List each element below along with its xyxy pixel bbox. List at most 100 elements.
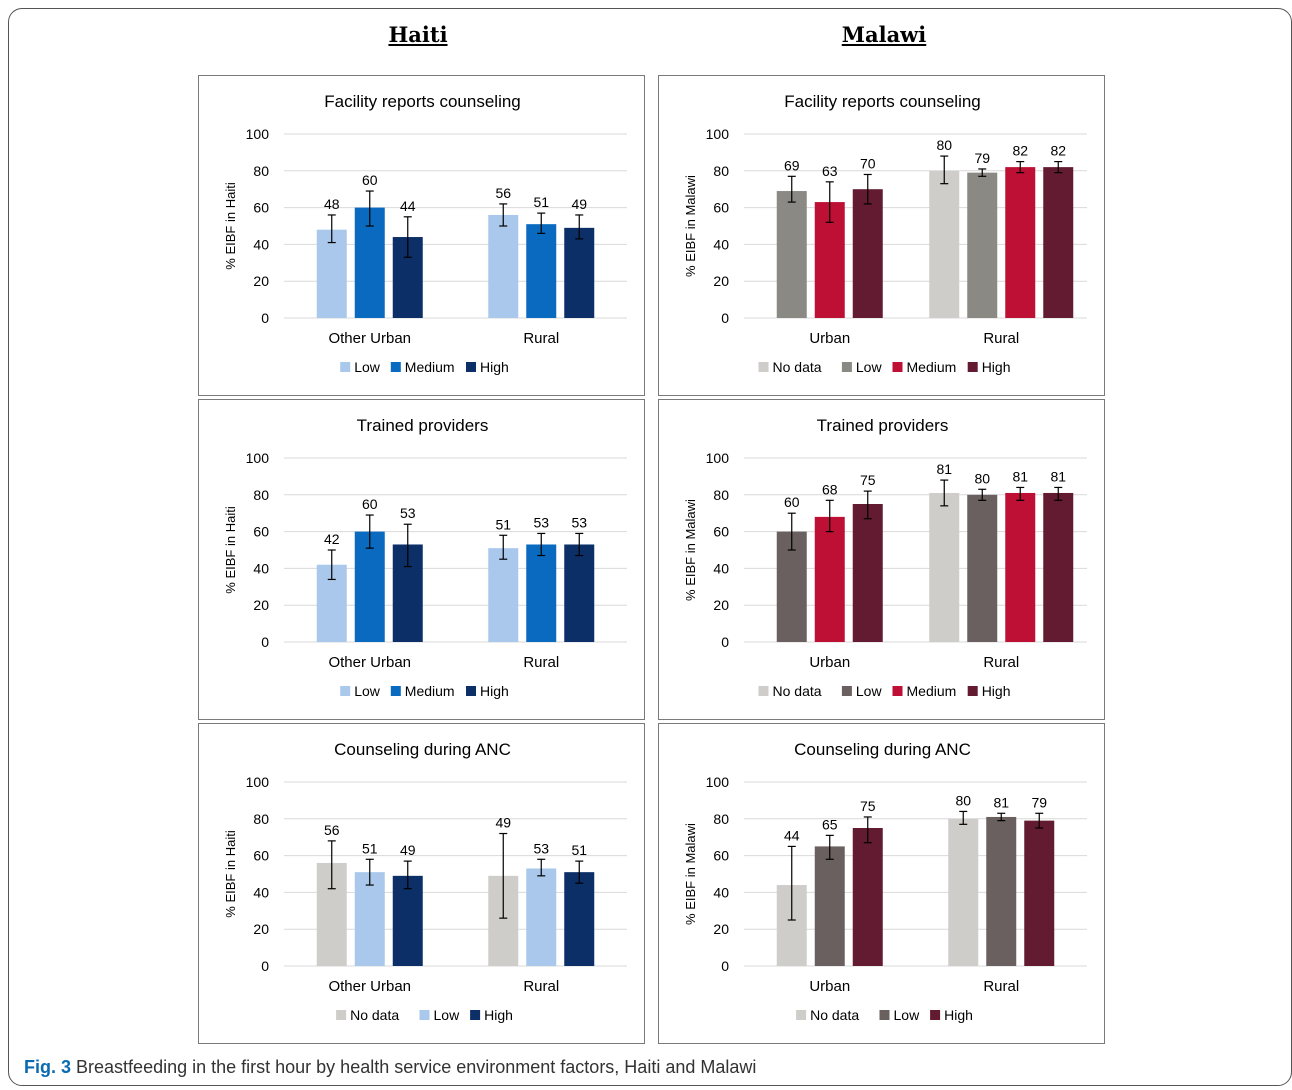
y-tick-label: 80 <box>253 163 269 179</box>
bar-low-rural <box>488 548 519 642</box>
data-label: 70 <box>860 155 876 171</box>
chart-panel-malawi-anc-counseling: Counseling during ANC 0 20 40 60 80 100 % EIBF … <box>658 723 1105 1044</box>
legend-swatch-low <box>340 686 351 696</box>
chart-title: Trained providers <box>817 416 949 435</box>
data-label: 81 <box>993 794 1009 810</box>
legend-label: High <box>480 683 509 699</box>
bar-no-data-rural <box>948 818 979 966</box>
x-category-label: Rural <box>523 654 559 671</box>
y-tick-label: 20 <box>713 597 729 613</box>
bar-high-other-urban <box>392 875 423 966</box>
bar-no-data-rural <box>929 492 960 642</box>
chart-svg: Facility reports counseling 0 20 40 60 80 100%… <box>683 92 1087 375</box>
y-tick-label: 0 <box>261 310 269 326</box>
data-label: 60 <box>784 494 800 510</box>
y-tick-label: 20 <box>253 921 269 937</box>
chart-svg: Facility reports counseling 0 20 40 60 80 100%… <box>223 92 627 375</box>
y-axis-label: % EIBF in Malawi <box>683 823 698 925</box>
legend-label: Low <box>856 683 883 699</box>
bar-low-urban <box>776 191 807 318</box>
bar-medium-urban <box>814 516 845 642</box>
y-tick-label: 0 <box>261 958 269 974</box>
data-label: 53 <box>571 514 587 530</box>
data-label: 56 <box>324 822 340 838</box>
data-label: 69 <box>784 157 800 173</box>
legend-swatch-high <box>466 686 476 696</box>
legend-label: Medium <box>907 359 957 375</box>
data-label: 75 <box>860 798 876 814</box>
y-tick-label: 20 <box>713 921 729 937</box>
y-tick-label: 60 <box>713 848 729 864</box>
y-tick-label: 100 <box>246 450 270 466</box>
legend-swatch-no-data <box>758 686 769 696</box>
chart-title: Facility reports counseling <box>784 92 981 111</box>
y-tick-label: 0 <box>721 958 729 974</box>
y-tick-label: 40 <box>253 236 269 252</box>
y-tick-label: 80 <box>253 811 269 827</box>
y-tick-label: 60 <box>253 848 269 864</box>
bar-low-rural <box>967 494 998 642</box>
column-title-haiti: Haiti <box>388 22 448 47</box>
x-category-label: Rural <box>983 330 1019 347</box>
bar-medium-rural <box>526 224 557 318</box>
y-tick-label: 100 <box>706 774 730 790</box>
data-label: 75 <box>860 472 876 488</box>
legend-swatch-no-data <box>796 1010 807 1020</box>
legend-swatch-medium <box>390 362 401 372</box>
data-label: 60 <box>362 172 378 188</box>
chart-title: Facility reports counseling <box>324 92 521 111</box>
caption-label: Fig. 3 <box>24 1057 72 1077</box>
data-label: 81 <box>1012 468 1028 484</box>
legend-swatch-medium <box>892 362 903 372</box>
data-label: 60 <box>362 496 378 512</box>
legend-label: High <box>944 1007 973 1023</box>
y-axis-label: % EIBF in Malawi <box>683 175 698 277</box>
y-axis-label: % EIBF in Haiti <box>223 182 238 270</box>
legend-label: Medium <box>907 683 957 699</box>
y-tick-label: 80 <box>713 163 729 179</box>
bar-high-rural <box>1043 492 1074 642</box>
x-category-label: Rural <box>523 978 559 995</box>
bar-medium-rural <box>1005 167 1036 318</box>
legend-label: No data <box>773 683 822 699</box>
data-label: 51 <box>362 840 378 856</box>
legend-label: No data <box>773 359 822 375</box>
legend-swatch-low <box>419 1010 430 1020</box>
y-tick-label: 60 <box>253 524 269 540</box>
chart-panel-haiti-facility-counseling: Facility reports counseling 0 20 40 60 80 100%… <box>198 75 645 396</box>
legend-label: Low <box>354 359 381 375</box>
chart-svg: Counseling during ANC 0 20 40 60 80 100 % EIBF … <box>223 740 627 1023</box>
legend-label: High <box>982 683 1011 699</box>
bar-medium-rural <box>1005 492 1036 642</box>
bar-low-rural <box>488 214 519 318</box>
x-category-label: Rural <box>983 978 1019 995</box>
legend-label: Medium <box>405 359 455 375</box>
y-tick-label: 40 <box>713 560 729 576</box>
data-label: 79 <box>1031 794 1047 810</box>
legend-label: No data <box>810 1007 859 1023</box>
y-tick-label: 80 <box>713 811 729 827</box>
data-label: 79 <box>974 150 990 166</box>
y-tick-label: 20 <box>253 273 269 289</box>
y-tick-label: 100 <box>246 126 270 142</box>
data-label: 65 <box>822 816 838 832</box>
bar-high-rural <box>1024 820 1055 966</box>
data-label: 56 <box>495 185 511 201</box>
data-label: 51 <box>533 194 549 210</box>
bar-low-rural <box>526 868 557 966</box>
x-category-label: Rural <box>983 654 1019 671</box>
data-label: 51 <box>571 842 587 858</box>
bar-medium-other-urban <box>354 531 385 642</box>
chart-panel-haiti-trained-providers: Trained providers 0 20 40 60 80 100 % EIBF in H… <box>198 399 645 720</box>
chart-panel-malawi-facility-counseling: Facility reports counseling 0 20 40 60 80 100%… <box>658 75 1105 396</box>
bar-high-urban <box>852 828 883 966</box>
bar-high-urban <box>852 189 883 318</box>
y-tick-label: 80 <box>713 487 729 503</box>
legend-swatch-no-data <box>336 1010 347 1020</box>
y-tick-label: 100 <box>706 126 730 142</box>
chart-svg: Counseling during ANC 0 20 40 60 80 100 % EIBF … <box>683 740 1087 1023</box>
x-category-label: Other Urban <box>328 978 411 995</box>
legend-swatch-high <box>466 362 476 372</box>
data-label: 63 <box>822 163 838 179</box>
data-label: 44 <box>784 827 800 843</box>
